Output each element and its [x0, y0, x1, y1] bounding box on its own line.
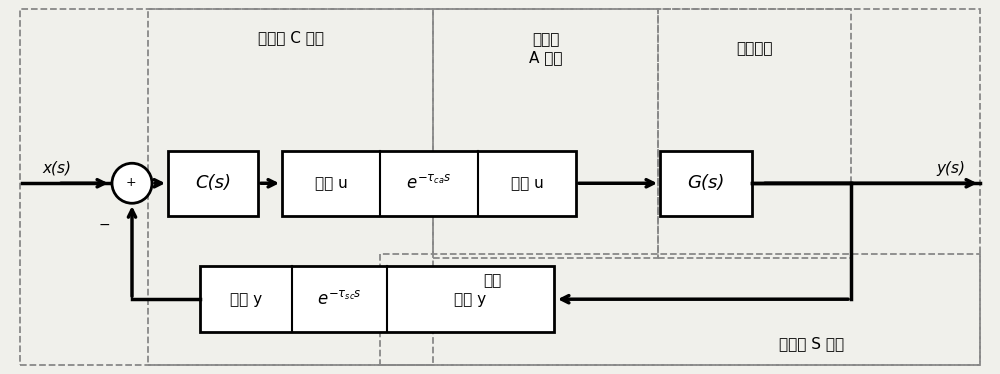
- Bar: [200, 266, 554, 332]
- Text: 发送 u: 发送 u: [315, 176, 347, 191]
- Bar: [658, 9, 851, 258]
- Text: 控制器 C 节点: 控制器 C 节点: [258, 30, 324, 45]
- Text: 发送 y: 发送 y: [454, 292, 487, 307]
- Bar: [433, 9, 658, 258]
- Ellipse shape: [112, 163, 152, 203]
- Text: $e^{-\tau_{ca}s}$: $e^{-\tau_{ca}s}$: [406, 174, 452, 192]
- Text: y(s): y(s): [936, 161, 965, 176]
- Text: $e^{-\tau_{sc}s}$: $e^{-\tau_{sc}s}$: [317, 290, 362, 308]
- Text: +: +: [126, 176, 136, 188]
- Text: −: −: [98, 218, 110, 232]
- Bar: [282, 151, 576, 216]
- Text: 传感器 S 节点: 传感器 S 节点: [779, 337, 845, 352]
- Bar: [380, 254, 980, 365]
- Text: x(s): x(s): [42, 161, 71, 176]
- Text: C(s): C(s): [195, 174, 231, 192]
- Text: G(s): G(s): [687, 174, 725, 192]
- Bar: [148, 9, 433, 365]
- Bar: [168, 151, 258, 216]
- Text: 网络: 网络: [483, 273, 502, 288]
- Bar: [660, 151, 752, 216]
- Text: 接收 u: 接收 u: [511, 176, 543, 191]
- Text: 执行器
A 节点: 执行器 A 节点: [529, 33, 562, 65]
- Text: 被控对象: 被控对象: [736, 41, 773, 56]
- Text: 接收 y: 接收 y: [230, 292, 262, 307]
